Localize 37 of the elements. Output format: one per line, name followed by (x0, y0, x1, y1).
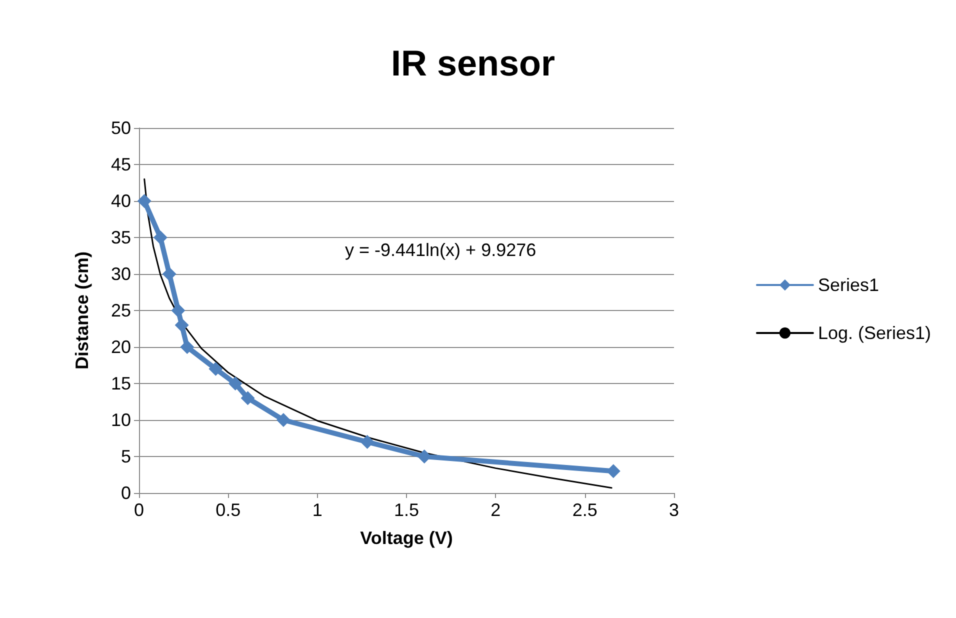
y-tick-label: 20 (110, 337, 131, 357)
x-tick-label: 2.5 (572, 500, 598, 520)
annotation: y = -9.441ln(x) + 9.9276 (345, 240, 536, 260)
y-tick-label: 35 (110, 228, 131, 248)
point (417, 450, 432, 464)
point (276, 413, 290, 427)
point (180, 340, 194, 354)
x-tick-label: 1.5 (394, 500, 420, 520)
y-tick-label: 15 (110, 374, 131, 394)
point (606, 464, 620, 478)
legend-label: Log. (Series1) (818, 323, 932, 343)
x-tick-label: 3 (668, 500, 680, 520)
chart-title: IR sensor (391, 42, 556, 84)
x-tick-label: 0 (134, 500, 144, 520)
y-tick-label: 40 (110, 191, 131, 211)
x-tick-label: 1 (312, 500, 322, 520)
x-tick-label: 2 (490, 500, 501, 520)
point (171, 304, 186, 318)
point (162, 267, 176, 281)
y-tick-label: 30 (110, 264, 131, 284)
point (137, 194, 152, 208)
y-tick-label: 5 (120, 446, 131, 466)
point (208, 362, 223, 376)
y-tick-label: 50 (110, 118, 131, 138)
y-tick-label: 10 (110, 410, 131, 430)
point (240, 391, 255, 406)
x-tick-label: 0.5 (216, 500, 241, 520)
x-axis-title: Voltage (V) (360, 528, 453, 548)
legend-label: Series1 (818, 275, 879, 295)
point (228, 376, 242, 390)
point (153, 230, 168, 244)
y-tick-label: 45 (110, 154, 131, 174)
y-axis-title: Distance (cm) (72, 251, 92, 370)
point (360, 434, 374, 449)
y-tick-label: 0 (120, 483, 131, 503)
point (174, 318, 189, 332)
y-tick-label: 25 (110, 300, 131, 320)
